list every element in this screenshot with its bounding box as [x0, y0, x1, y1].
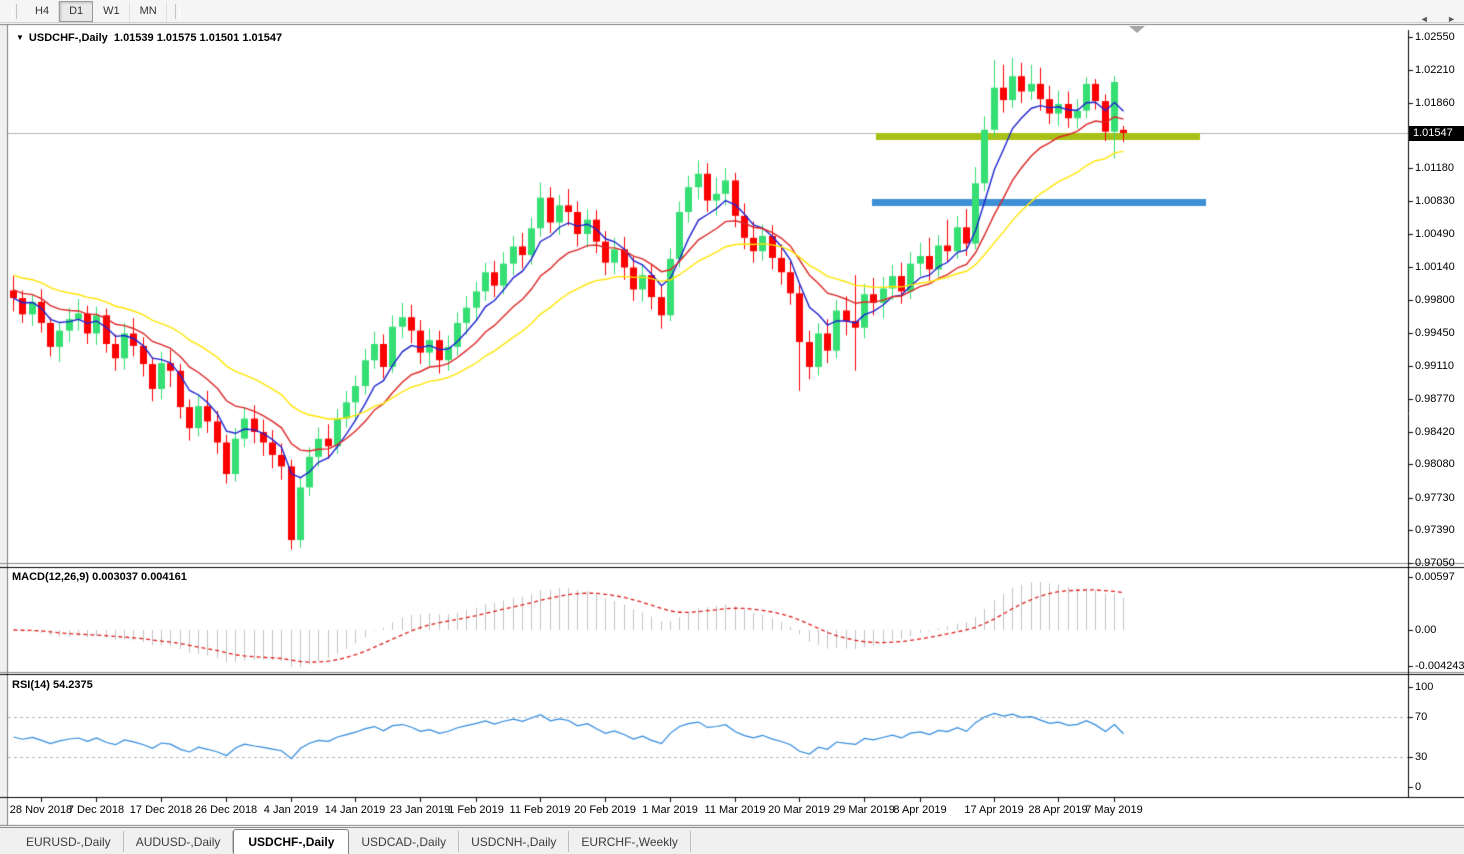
chart-tabbar: EURUSD-,Daily AUDUSD-,Daily USDCHF-,Daily U… — [0, 827, 1464, 854]
tabbar-scroll-arrows: ◄ ► — [1406, 9, 1456, 27]
timeframe-button-mn[interactable]: MN — [130, 0, 167, 22]
chart-tab-usdcnhdaily[interactable]: USDCNH-,Daily — [459, 831, 570, 852]
tab-scroll-left-icon[interactable]: ◄ — [1419, 14, 1429, 24]
chart-tab-audusddaily[interactable]: AUDUSD-,Daily — [124, 831, 234, 852]
chart-tab-eurchfweekly[interactable]: EURCHF-,Weekly — [569, 831, 691, 852]
tab-scroll-right-icon[interactable]: ► — [1447, 14, 1456, 24]
timeframe-button-w1[interactable]: W1 — [93, 0, 130, 22]
timeframe-button-h4[interactable]: H4 — [25, 0, 60, 22]
chart-tab-usdcaddaily[interactable]: USDCAD-,Daily — [349, 831, 460, 852]
chart-tab-usdchfdaily[interactable]: USDCHF-,Daily — [233, 829, 350, 854]
toolbar-separator — [174, 3, 180, 19]
chart-tab-eurusddaily[interactable]: EURUSD-,Daily — [14, 831, 124, 852]
timeframe-button-d1[interactable]: D1 — [59, 0, 94, 22]
scroll-to-end-icon[interactable] — [1129, 26, 1145, 33]
timeframe-toolbar: H4 D1 W1 MN — [0, 0, 1464, 23]
toolbar-grip — [12, 3, 17, 19]
